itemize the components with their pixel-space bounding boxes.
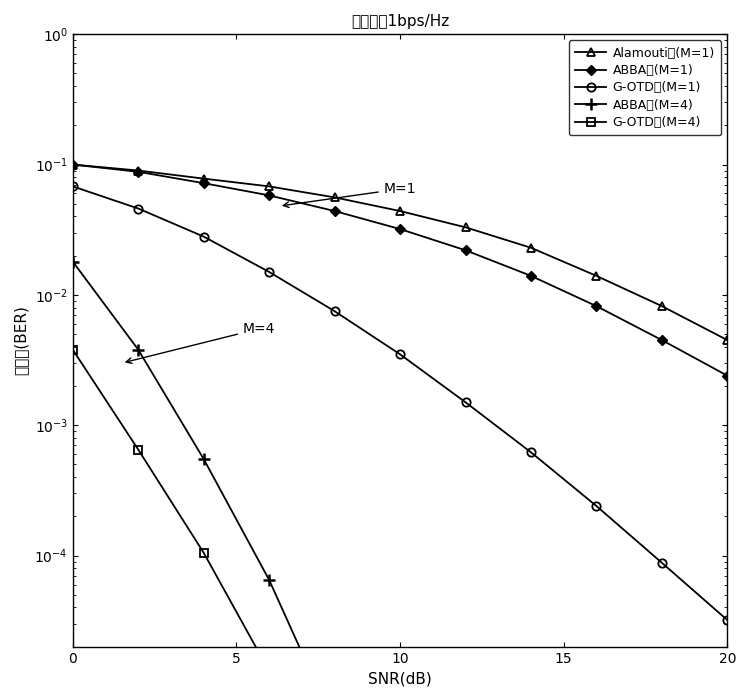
Alamouti码(M=1): [265, 182, 274, 190]
ABBA码(M=1): [526, 272, 536, 280]
Legend: Alamouti码(M=1), ABBA码(M=1), G-OTD码(M=1), ABBA码(M=4), G-OTD码(M=4): Alamouti码(M=1), ABBA码(M=1), G-OTD码(M=1),…: [568, 41, 721, 136]
G-OTD码(M=1): [330, 307, 339, 316]
G-OTD码(M=1): [461, 398, 470, 407]
G-OTD码(M=4): [265, 667, 274, 676]
G-OTD码(M=1): [68, 182, 77, 190]
G-OTD码(M=1): [592, 502, 601, 510]
ABBA码(M=4): [134, 346, 142, 354]
ABBA码(M=1): [134, 167, 142, 176]
Alamouti码(M=1): [592, 272, 601, 280]
Alamouti码(M=1): [200, 174, 208, 183]
Alamouti码(M=1): [461, 223, 470, 232]
G-OTD码(M=4): [134, 445, 142, 454]
Line: ABBA码(M=1): ABBA码(M=1): [69, 161, 730, 379]
Alamouti码(M=1): [723, 336, 732, 344]
Text: M=1: M=1: [284, 182, 416, 207]
G-OTD码(M=1): [658, 559, 667, 567]
Line: Alamouti码(M=1): Alamouti码(M=1): [69, 160, 731, 344]
Title: 传输速率1bps/Hz: 传输速率1bps/Hz: [351, 14, 449, 29]
Alamouti码(M=1): [526, 244, 536, 252]
G-OTD码(M=1): [723, 616, 732, 624]
ABBA码(M=1): [395, 225, 404, 233]
Line: G-OTD码(M=4): G-OTD码(M=4): [69, 346, 273, 676]
Alamouti码(M=1): [330, 193, 339, 202]
Alamouti码(M=1): [395, 206, 404, 215]
Text: M=4: M=4: [126, 322, 275, 363]
ABBA码(M=1): [265, 191, 274, 200]
X-axis label: SNR(dB): SNR(dB): [368, 671, 432, 686]
ABBA码(M=1): [461, 246, 470, 255]
ABBA码(M=4): [68, 258, 77, 266]
Alamouti码(M=1): [658, 302, 667, 310]
ABBA码(M=1): [68, 160, 77, 169]
ABBA码(M=1): [592, 302, 601, 310]
ABBA码(M=1): [330, 206, 339, 215]
ABBA码(M=1): [723, 372, 732, 380]
ABBA码(M=4): [265, 576, 274, 584]
ABBA码(M=1): [200, 179, 208, 188]
G-OTD码(M=4): [68, 346, 77, 354]
Alamouti码(M=1): [134, 167, 142, 175]
G-OTD码(M=1): [265, 268, 274, 277]
G-OTD码(M=4): [200, 549, 208, 557]
G-OTD码(M=1): [200, 232, 208, 241]
Line: ABBA码(M=4): ABBA码(M=4): [68, 256, 340, 700]
ABBA码(M=1): [658, 336, 667, 344]
G-OTD码(M=1): [526, 448, 536, 456]
G-OTD码(M=1): [134, 204, 142, 213]
G-OTD码(M=1): [395, 350, 404, 358]
ABBA码(M=4): [200, 455, 208, 463]
Y-axis label: 误码率(BER): 误码率(BER): [14, 305, 29, 375]
Alamouti码(M=1): [68, 160, 77, 169]
Line: G-OTD码(M=1): G-OTD码(M=1): [69, 182, 731, 624]
